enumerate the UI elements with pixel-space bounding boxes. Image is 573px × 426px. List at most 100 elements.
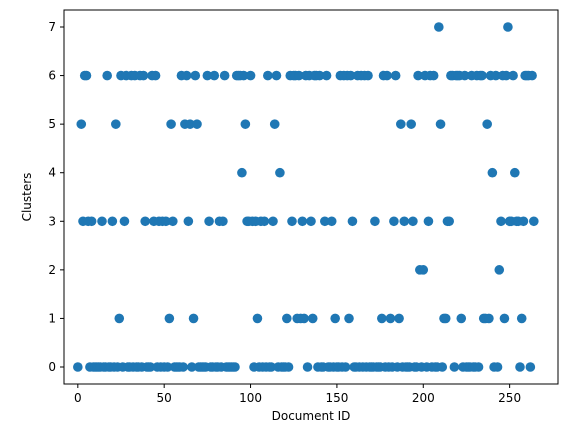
data-point xyxy=(428,70,439,81)
data-point xyxy=(185,119,195,129)
data-point xyxy=(283,362,294,372)
data-point xyxy=(326,216,337,227)
data-point xyxy=(271,70,282,81)
data-point xyxy=(230,362,240,372)
data-point xyxy=(190,70,201,81)
data-point xyxy=(440,313,451,324)
data-point xyxy=(389,216,399,227)
data-point xyxy=(418,265,429,275)
y-axis-label: Clusters xyxy=(20,173,34,222)
x-axis-label: Document ID xyxy=(272,409,351,423)
data-point xyxy=(321,70,332,81)
y-tick-label: 4 xyxy=(48,166,56,180)
x-tick-label: 0 xyxy=(74,391,82,405)
data-point xyxy=(307,313,318,324)
x-tick-label: 200 xyxy=(412,391,435,405)
data-point xyxy=(394,313,404,324)
data-point xyxy=(496,216,506,227)
data-point xyxy=(204,216,214,227)
data-point xyxy=(187,362,197,372)
data-point xyxy=(145,362,156,372)
data-point xyxy=(161,216,171,227)
data-point xyxy=(268,216,278,227)
data-point xyxy=(444,216,454,227)
data-point xyxy=(86,216,97,227)
x-axis-ticks: 0 50 100 150 200 250 xyxy=(74,384,521,405)
data-point xyxy=(275,167,285,178)
data-point xyxy=(525,362,536,372)
x-tick-label: 50 xyxy=(157,391,172,405)
data-point xyxy=(181,70,192,81)
data-point xyxy=(140,216,150,227)
data-point xyxy=(473,362,484,372)
y-tick-label: 6 xyxy=(48,69,56,83)
data-point xyxy=(192,119,202,129)
data-point xyxy=(162,362,173,372)
data-point xyxy=(492,362,503,372)
data-point xyxy=(269,119,280,129)
data-point xyxy=(459,70,470,81)
data-point xyxy=(219,70,230,81)
data-point xyxy=(111,119,121,129)
data-point xyxy=(382,70,392,81)
data-point xyxy=(437,362,448,372)
data-point xyxy=(347,216,358,227)
data-point xyxy=(102,70,112,81)
data-point xyxy=(344,313,354,324)
data-point xyxy=(306,216,316,227)
plot-frame xyxy=(63,9,559,385)
data-point xyxy=(252,313,263,324)
data-point xyxy=(218,216,228,227)
data-point xyxy=(385,313,396,324)
y-tick-label: 0 xyxy=(48,360,56,374)
data-point xyxy=(282,313,292,324)
data-point xyxy=(499,313,510,324)
data-point xyxy=(456,313,467,324)
data-point xyxy=(188,313,199,324)
data-point xyxy=(287,216,297,227)
data-point xyxy=(449,362,460,372)
data-point xyxy=(330,313,340,324)
data-point xyxy=(183,216,194,227)
data-point xyxy=(73,362,83,372)
data-point xyxy=(263,70,273,81)
data-point xyxy=(81,70,92,81)
data-point xyxy=(245,70,256,81)
y-tick-label: 2 xyxy=(48,263,56,277)
data-point xyxy=(107,216,118,227)
data-point xyxy=(406,119,416,129)
data-point xyxy=(302,362,313,372)
data-point xyxy=(202,70,213,81)
data-point xyxy=(516,313,527,324)
data-point xyxy=(413,70,423,81)
data-point xyxy=(178,362,188,372)
x-tick-label: 250 xyxy=(498,391,521,405)
data-point xyxy=(340,362,351,372)
data-point xyxy=(114,313,125,324)
data-point xyxy=(477,70,487,81)
data-point xyxy=(166,119,176,129)
data-point xyxy=(345,70,356,81)
y-axis-ticks: 0 1 2 3 4 5 6 7 xyxy=(48,20,64,374)
x-tick-label: 100 xyxy=(239,391,262,405)
data-point xyxy=(527,70,537,81)
data-point xyxy=(484,313,494,324)
data-point xyxy=(297,216,308,227)
data-point xyxy=(377,313,387,324)
y-tick-label: 1 xyxy=(48,311,56,325)
y-tick-label: 5 xyxy=(48,117,56,131)
data-point xyxy=(434,22,444,32)
points-layer xyxy=(73,22,539,372)
data-point xyxy=(501,70,511,81)
data-point xyxy=(97,216,107,227)
data-point xyxy=(314,70,325,81)
data-point xyxy=(399,216,410,227)
y-tick-label: 7 xyxy=(48,20,56,34)
data-point xyxy=(209,70,220,81)
y-tick-label: 3 xyxy=(48,214,56,228)
data-point xyxy=(508,70,518,81)
data-point xyxy=(510,167,520,178)
data-point xyxy=(150,70,161,81)
plot-area xyxy=(64,10,558,384)
